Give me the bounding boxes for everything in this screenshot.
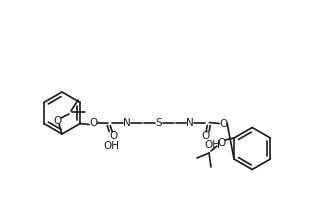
Text: S: S	[156, 117, 162, 127]
Text: N: N	[186, 117, 194, 127]
Text: OH: OH	[103, 141, 119, 151]
Text: O: O	[109, 131, 117, 141]
Text: O: O	[219, 119, 227, 129]
Text: N: N	[123, 117, 131, 127]
Text: OH: OH	[204, 139, 220, 149]
Text: O: O	[217, 138, 225, 148]
Text: O: O	[89, 117, 97, 127]
Text: O: O	[53, 116, 61, 126]
Text: O: O	[201, 131, 209, 141]
